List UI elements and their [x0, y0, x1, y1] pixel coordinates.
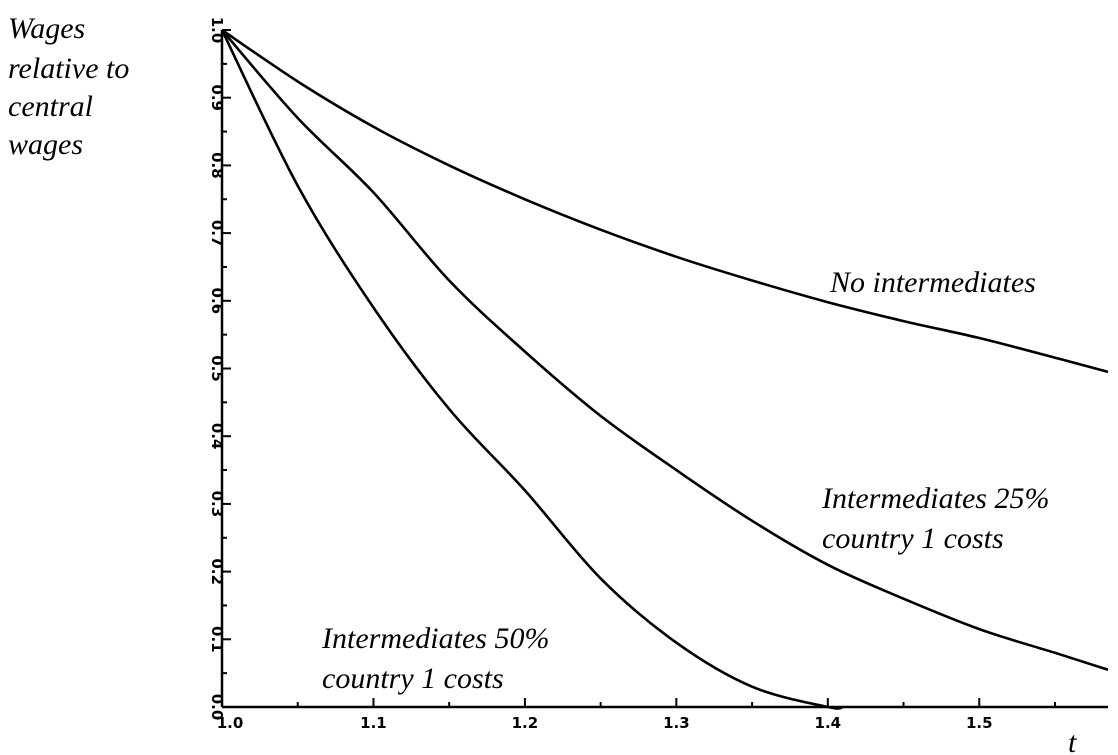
y-tick-label: 0.9 [208, 84, 226, 111]
y-axis-title-line-2: relative to [8, 52, 129, 85]
y-tick-label: 0.3 [208, 491, 226, 518]
x-axis-title: t [1068, 726, 1077, 755]
series-label-intermediates-25-line-2: country 1 costs [822, 522, 1004, 555]
y-axis-title-line-4: wages [8, 128, 83, 161]
series-label-no-intermediates: No intermediates [829, 266, 1036, 299]
y-axis-title-line-3: central [8, 90, 93, 123]
y-tick-label: 0.2 [208, 558, 226, 585]
series-label-intermediates-50-line-1: Intermediates 50% [321, 622, 549, 655]
y-tick-label: 0.7 [208, 220, 226, 247]
y-tick-label: 1.0 [208, 17, 226, 44]
y-tick-label: 0.4 [208, 423, 226, 450]
x-tick-label: 1.2 [512, 714, 539, 732]
series-line-intermediates-50 [220, 29, 844, 710]
x-tick-label: 1.3 [663, 714, 690, 732]
series-label-intermediates-25-line-1: Intermediates 25% [821, 482, 1049, 515]
x-tick-label: 1.5 [966, 714, 993, 732]
series-line-no-intermediates [221, 28, 1109, 374]
y-axis-ticks: 0.00.10.20.30.40.50.60.70.80.91.0 [208, 17, 231, 720]
y-tick-label: 0.8 [208, 152, 226, 179]
series-line-intermediates-25 [221, 29, 1109, 672]
y-axis-title-line-1: Wages [8, 12, 85, 45]
series-label-intermediates-50-line-2: country 1 costs [322, 662, 504, 695]
y-tick-label: 0.5 [208, 355, 226, 382]
y-tick-label: 0.1 [208, 626, 226, 653]
x-tick-label: 1.0 [217, 714, 244, 732]
x-tick-label: 1.1 [360, 714, 387, 732]
y-tick-label: 0.6 [208, 288, 226, 315]
x-axis-ticks: 1.0 1.1 1.2 1.3 1.4 1.5 [217, 698, 1056, 732]
x-tick-label: 1.4 [815, 714, 842, 732]
